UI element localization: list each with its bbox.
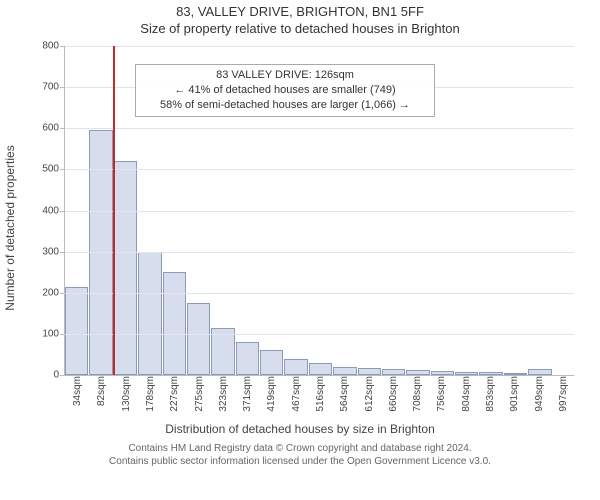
histogram-bar [65,287,88,375]
y-tick-mark [60,211,65,212]
x-tick-label: 130sqm [121,376,132,412]
x-tick-label: 756sqm [436,376,447,412]
gridline [65,252,574,253]
footer-line-2: Contains public sector information licen… [0,455,600,468]
x-tick-label: 997sqm [558,376,569,412]
x-tick-label: 516sqm [315,376,326,412]
histogram-bar [528,369,551,375]
y-tick-mark [60,334,65,335]
x-tick-label: 853sqm [485,376,496,412]
x-tick-label: 419sqm [266,376,277,412]
histogram-bar [138,252,161,375]
histogram-bar [455,372,478,375]
x-tick-label: 660sqm [388,376,399,412]
histogram-bar [333,367,356,375]
x-tick-label: 34sqm [72,376,83,406]
histogram-bar [236,342,259,375]
chart-subtitle: Size of property relative to detached ho… [0,21,600,36]
x-tick-label: 323sqm [218,376,229,412]
annotation-box: 83 VALLEY DRIVE: 126sqm ← 41% of detache… [135,64,435,117]
histogram-bar [163,272,186,375]
highlight-line [113,46,115,375]
histogram-bar [382,369,405,375]
plot-inner: 83 VALLEY DRIVE: 126sqm ← 41% of detache… [64,46,574,376]
y-axis-label: Number of detached properties [3,145,17,310]
histogram-bar [284,359,307,375]
plot-region: 83 VALLEY DRIVE: 126sqm ← 41% of detache… [64,46,574,376]
histogram-bar [406,370,429,375]
x-tick-label: 227sqm [169,376,180,412]
y-tick-mark [60,87,65,88]
histogram-bar [358,368,381,375]
y-tick-mark [60,293,65,294]
footer-line-1: Contains HM Land Registry data © Crown c… [0,442,600,455]
gridline [65,293,574,294]
y-tick-mark [60,252,65,253]
annotation-line-2: ← 41% of detached houses are smaller (74… [142,83,428,98]
x-tick-label: 564sqm [339,376,350,412]
histogram-bar [309,363,332,375]
gridline [65,128,574,129]
attribution-footer: Contains HM Land Registry data © Crown c… [0,442,600,468]
histogram-bar [260,350,283,375]
x-tick-label: 901sqm [509,376,520,412]
gridline [65,211,574,212]
chart-area: Number of detached properties 83 VALLEY … [20,38,580,418]
x-tick-label: 612sqm [364,376,375,412]
x-tick-label: 371sqm [242,376,253,412]
histogram-bar [187,303,210,375]
gridline [65,169,574,170]
gridline [65,334,574,335]
histogram-bar [431,371,454,375]
gridline [65,46,574,47]
histogram-bar [114,161,137,375]
x-tick-label: 949sqm [534,376,545,412]
histogram-bar [504,373,527,375]
x-tick-label: 708sqm [412,376,423,412]
y-tick-mark [60,46,65,47]
x-tick-labels: 34sqm 82sqm 130sqm 178sqm 227sqm 275sqm 323sqm… [64,376,574,416]
x-tick-label: 82sqm [96,376,107,406]
x-tick-label: 178sqm [145,376,156,412]
x-tick-label: 804sqm [461,376,472,412]
page-title: 83, VALLEY DRIVE, BRIGHTON, BN1 5FF [0,4,600,19]
x-tick-label: 467sqm [291,376,302,412]
annotation-line-3: 58% of semi-detached houses are larger (… [142,98,428,113]
histogram-bar [89,130,112,375]
y-tick-mark [60,169,65,170]
x-tick-label: 275sqm [194,376,205,412]
histogram-bar [479,372,502,375]
x-axis-label: Distribution of detached houses by size … [0,422,600,436]
y-tick-mark [60,128,65,129]
annotation-line-1: 83 VALLEY DRIVE: 126sqm [142,68,428,83]
